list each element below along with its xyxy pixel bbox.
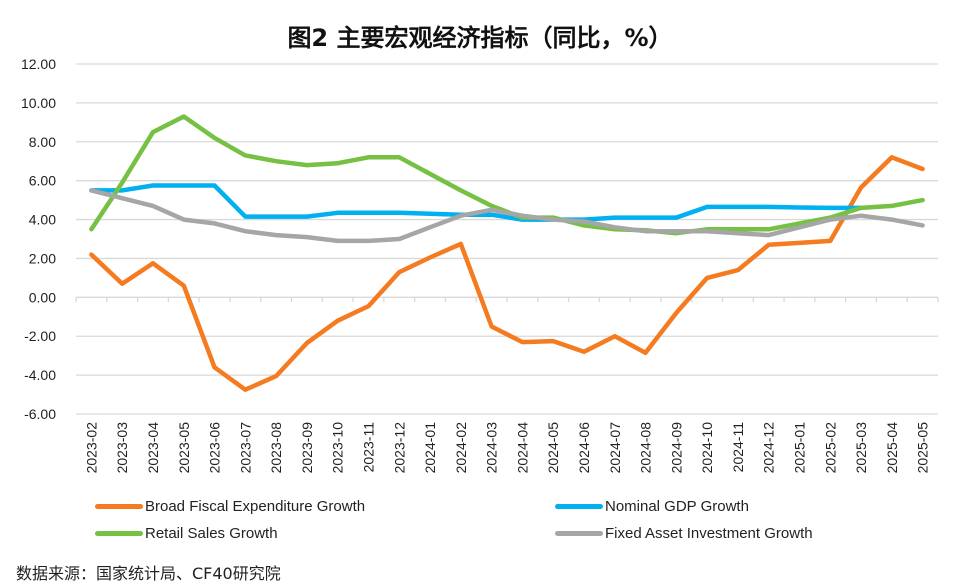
x-tick-label: 2024-02 [453, 422, 469, 474]
x-tick-label: 2024-12 [761, 422, 777, 474]
x-tick-label: 2023-03 [114, 422, 130, 474]
x-tick-label: 2024-11 [730, 422, 746, 473]
x-tick-label: 2024-05 [545, 422, 561, 474]
x-tick-label: 2024-07 [607, 422, 623, 474]
series-line-fixed-asset-investment-growth [89, 188, 925, 244]
x-tick-label: 2023-08 [268, 422, 284, 474]
legend-label: Retail Sales Growth [145, 525, 278, 542]
x-tick-label: 2024-09 [668, 422, 684, 474]
legend-item-nominal-gdp: Nominal GDP Growth [555, 498, 749, 515]
y-tick-label: 4.00 [29, 212, 56, 228]
gridlines [76, 63, 938, 415]
y-tick-label: 10.00 [21, 95, 56, 111]
x-tick-label: 2024-10 [699, 422, 715, 474]
x-tick-label: 2024-04 [514, 422, 530, 474]
legend-item-fixed-asset: Fixed Asset Investment Growth [555, 525, 813, 542]
x-tick-label: 2023-12 [391, 422, 407, 474]
x-tick-label: 2025-01 [791, 422, 807, 474]
y-tick-label: 8.00 [29, 134, 56, 150]
series-lines [89, 114, 925, 392]
legend-label: Broad Fiscal Expenditure Growth [145, 498, 366, 515]
x-tick-label: 2024-06 [576, 422, 592, 474]
legend-label: Nominal GDP Growth [605, 498, 749, 515]
legend-swatch [555, 531, 603, 536]
series-line-broad-fiscal-expenditure-growth [89, 155, 925, 392]
y-tick-label: -6.00 [24, 406, 56, 422]
y-tick-label: 0.00 [29, 289, 56, 305]
y-axis: 12.00 10.00 8.00 6.00 4.00 2.00 0.00 -2.00 -4.00… [21, 56, 56, 422]
legend-swatch [95, 531, 143, 536]
x-tick-label: 2023-02 [83, 422, 99, 474]
legend-swatch [555, 504, 603, 509]
x-tick-label: 2025-04 [884, 422, 900, 474]
x-tick-label: 2024-01 [422, 422, 438, 474]
x-tick-label: 2023-09 [299, 422, 315, 474]
x-tick-label: 2023-07 [237, 422, 253, 474]
x-tick-label: 2025-03 [853, 422, 869, 474]
y-tick-label: -4.00 [24, 367, 56, 383]
x-tick-label: 2023-10 [330, 422, 346, 474]
x-tick-label: 2023-06 [207, 422, 223, 474]
x-tick-label: 2025-02 [822, 422, 838, 474]
legend-item-retail-sales: Retail Sales Growth [95, 525, 278, 542]
x-tick-label: 2024-08 [638, 422, 654, 474]
legend-item-broad-fiscal: Broad Fiscal Expenditure Growth [95, 498, 365, 515]
x-tick-label: 2023-05 [176, 422, 192, 474]
x-axis: 2023-02 2023-03 2023-04 2023-05 2023-06 2023-… [75, 297, 939, 474]
legend-swatch [95, 504, 143, 509]
legend-label: Fixed Asset Investment Growth [605, 525, 813, 542]
chart-title: 图2 主要宏观经济指标（同比，%） [287, 24, 673, 52]
x-tick-label: 2023-11 [360, 422, 376, 473]
x-tick-label: 2025-05 [915, 422, 931, 474]
y-tick-label: 2.00 [29, 250, 56, 266]
y-tick-label: 6.00 [29, 173, 56, 189]
x-tick-label: 2023-04 [145, 422, 161, 474]
x-tick-label: 2024-03 [484, 422, 500, 474]
y-tick-label: -2.00 [24, 328, 56, 344]
y-tick-label: 12.00 [21, 56, 56, 72]
source-note: 数据来源：国家统计局、CF40研究院 [16, 564, 281, 583]
